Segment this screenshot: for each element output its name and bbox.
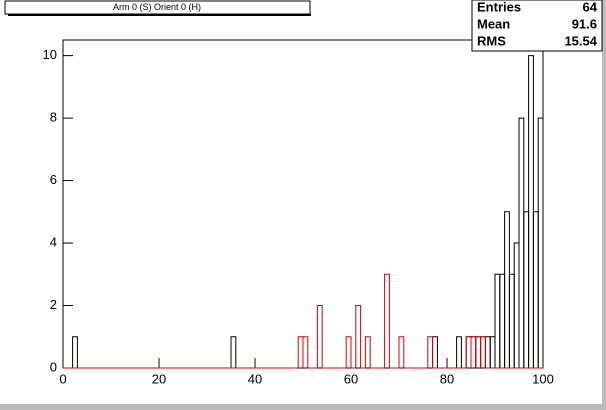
y-tick-label: 4 xyxy=(50,234,57,249)
x-tick-label: 100 xyxy=(532,371,554,386)
histogram-bin xyxy=(72,336,78,368)
y-tick-label: 0 xyxy=(50,359,57,374)
histogram-bin xyxy=(427,336,434,368)
histogram-bin xyxy=(456,336,462,368)
histogram-bin xyxy=(480,336,486,368)
x-tick-label: 20 xyxy=(152,371,166,386)
histogram-bin xyxy=(302,336,309,368)
title-shadow xyxy=(8,14,311,16)
x-tick-label: 40 xyxy=(248,371,262,386)
chart-title: Arm 0 (S) Orient 0 (H) xyxy=(113,2,201,12)
canvas-border xyxy=(602,0,606,410)
stats-box xyxy=(471,0,603,52)
canvas-border xyxy=(0,404,606,410)
stat-label: Mean xyxy=(477,16,510,31)
x-tick-label: 80 xyxy=(440,371,454,386)
stat-label: Entries xyxy=(477,0,521,14)
y-tick-label: 2 xyxy=(50,297,57,312)
y-tick-label: 6 xyxy=(50,172,57,187)
histogram-bin xyxy=(384,273,390,368)
y-tick-label: 8 xyxy=(50,110,57,125)
stat-label: RMS xyxy=(477,33,506,48)
histogram-bin xyxy=(364,336,371,368)
histogram-bin xyxy=(355,305,362,368)
histogram-bin xyxy=(230,336,237,368)
histogram-bin xyxy=(537,117,544,368)
x-tick-label: 60 xyxy=(344,371,358,386)
stat-value: 91.6 xyxy=(572,16,597,31)
stat-value: 15.54 xyxy=(564,33,597,48)
y-tick-label: 10 xyxy=(43,47,57,62)
x-tick-label: 0 xyxy=(59,371,66,386)
histogram-bin xyxy=(316,305,323,368)
histogram-bin xyxy=(345,336,352,368)
stat-value: 64 xyxy=(583,0,598,14)
histogram-bin xyxy=(398,336,405,368)
stats: Entries 64 Mean 91.6 RMS 15.54 xyxy=(477,0,598,48)
